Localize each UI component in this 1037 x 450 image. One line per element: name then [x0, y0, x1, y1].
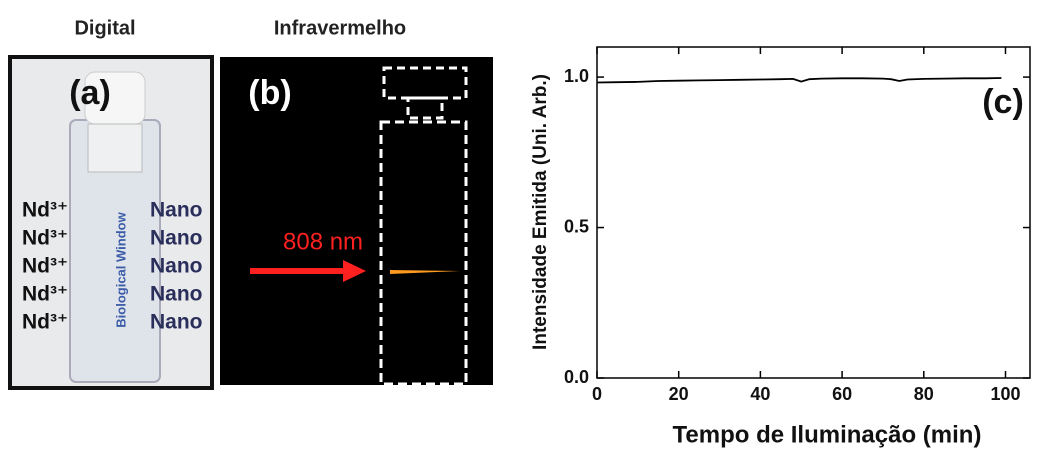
dashed-outline: [382, 66, 468, 100]
ir-photo: [220, 57, 493, 385]
x-tick-label: 100: [990, 384, 1020, 404]
laser-arrow-head: [343, 260, 366, 282]
vial-neck: [87, 123, 143, 173]
vial-label: Nd³⁺: [22, 283, 68, 306]
x-tick-label: 0: [592, 384, 602, 404]
vial-label: Nano: [150, 311, 203, 334]
x-tick-label: 60: [832, 384, 852, 404]
panel-heading: Infravermelho: [274, 17, 406, 39]
vial-label: Nano: [150, 227, 203, 250]
dashed-outline: [406, 96, 444, 120]
laser-label: 808 nm: [283, 228, 363, 255]
y-tick-label: 0.5: [564, 216, 589, 236]
x-axis-label: Tempo de Iluminação (min): [673, 421, 982, 448]
laser-beam: [390, 270, 460, 274]
x-tick-label: 40: [750, 384, 770, 404]
panel-heading: Digital: [74, 17, 135, 39]
panel-label: (b): [248, 74, 291, 112]
x-tick-label: 80: [914, 384, 934, 404]
vial-label: Nano: [150, 283, 203, 306]
panel-label: (a): [69, 74, 111, 112]
chart-title: (c): [982, 83, 1024, 121]
dashed-outline: [379, 120, 468, 386]
vial-label: Nd³⁺: [22, 227, 68, 250]
vial-label: Nd³⁺: [22, 311, 68, 334]
vial-label: Nd³⁺: [22, 199, 68, 222]
vial-label: Nano: [150, 255, 203, 278]
data-line: [596, 77, 1002, 84]
vial-text: Biological Window: [113, 211, 128, 327]
x-tick-label: 20: [669, 384, 689, 404]
y-tick-label: 0.0: [564, 367, 589, 387]
vial-label: Nano: [150, 199, 203, 222]
vial-label: Nd³⁺: [22, 255, 68, 278]
y-tick-label: 1.0: [564, 66, 589, 86]
plot-frame: [596, 46, 1031, 379]
y-axis-label: Intensidade Emitida (Uni. Arb.): [530, 74, 551, 350]
